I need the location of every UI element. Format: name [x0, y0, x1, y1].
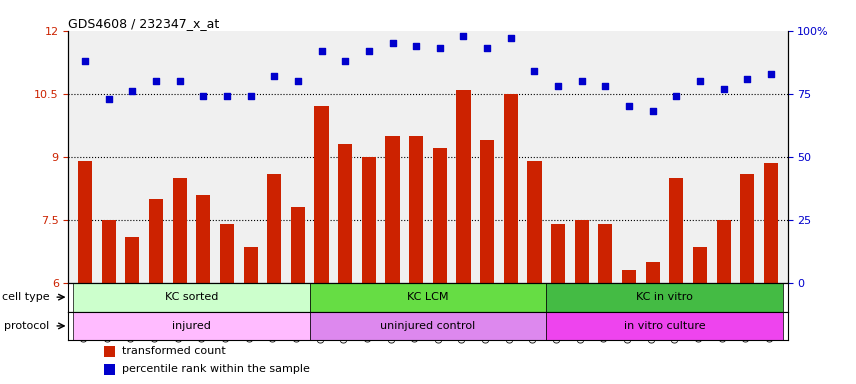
- Point: [598, 83, 612, 89]
- Point: [102, 96, 116, 102]
- Bar: [149, 199, 163, 283]
- FancyBboxPatch shape: [310, 283, 546, 311]
- Point: [267, 73, 281, 79]
- Bar: [574, 220, 589, 283]
- Bar: [173, 178, 187, 283]
- Text: KC in vitro: KC in vitro: [636, 292, 693, 302]
- Bar: [267, 174, 282, 283]
- Text: percentile rank within the sample: percentile rank within the sample: [122, 364, 310, 374]
- FancyBboxPatch shape: [546, 311, 782, 340]
- Bar: [196, 195, 211, 283]
- Text: injured: injured: [172, 321, 211, 331]
- Text: KC LCM: KC LCM: [407, 292, 449, 302]
- Point: [480, 45, 494, 51]
- Bar: [102, 220, 116, 283]
- Point: [126, 88, 140, 94]
- Point: [291, 78, 305, 84]
- Point: [78, 58, 92, 64]
- Point: [669, 93, 683, 99]
- Bar: [503, 94, 518, 283]
- Bar: [716, 220, 731, 283]
- Point: [149, 78, 163, 84]
- Bar: [480, 140, 494, 283]
- Point: [315, 48, 329, 54]
- Text: uninjured control: uninjured control: [380, 321, 476, 331]
- Point: [693, 78, 707, 84]
- Point: [409, 43, 423, 49]
- Point: [244, 93, 258, 99]
- Point: [645, 108, 659, 114]
- Point: [386, 40, 400, 46]
- Point: [196, 93, 210, 99]
- Bar: [598, 224, 613, 283]
- Point: [504, 35, 518, 41]
- Bar: [622, 270, 636, 283]
- FancyBboxPatch shape: [74, 311, 310, 340]
- Bar: [291, 207, 305, 283]
- Point: [527, 68, 541, 74]
- FancyBboxPatch shape: [74, 283, 310, 311]
- Bar: [314, 106, 329, 283]
- Bar: [104, 346, 116, 356]
- Point: [716, 86, 730, 92]
- Bar: [669, 178, 683, 283]
- Bar: [409, 136, 423, 283]
- Bar: [362, 157, 376, 283]
- Bar: [645, 262, 660, 283]
- Bar: [551, 224, 565, 283]
- Point: [220, 93, 234, 99]
- Bar: [220, 224, 234, 283]
- Point: [551, 83, 565, 89]
- Text: in vitro culture: in vitro culture: [624, 321, 705, 331]
- Point: [764, 71, 778, 77]
- Bar: [456, 89, 471, 283]
- Bar: [243, 247, 258, 283]
- Bar: [338, 144, 353, 283]
- Bar: [693, 247, 707, 283]
- Point: [362, 48, 376, 54]
- Point: [456, 33, 470, 39]
- Bar: [385, 136, 400, 283]
- Text: protocol: protocol: [4, 321, 50, 331]
- FancyBboxPatch shape: [310, 311, 546, 340]
- Text: KC sorted: KC sorted: [165, 292, 218, 302]
- Point: [173, 78, 187, 84]
- Text: transformed count: transformed count: [122, 346, 226, 356]
- Bar: [125, 237, 140, 283]
- Point: [433, 45, 447, 51]
- Point: [338, 58, 352, 64]
- Bar: [764, 163, 778, 283]
- Text: cell type: cell type: [2, 292, 50, 302]
- FancyBboxPatch shape: [546, 283, 782, 311]
- Text: GDS4608 / 232347_x_at: GDS4608 / 232347_x_at: [68, 17, 220, 30]
- Bar: [740, 174, 754, 283]
- Bar: [104, 364, 116, 374]
- Point: [740, 76, 754, 82]
- Bar: [433, 148, 447, 283]
- Bar: [78, 161, 92, 283]
- Point: [622, 103, 636, 109]
- Bar: [527, 161, 542, 283]
- Point: [575, 78, 589, 84]
